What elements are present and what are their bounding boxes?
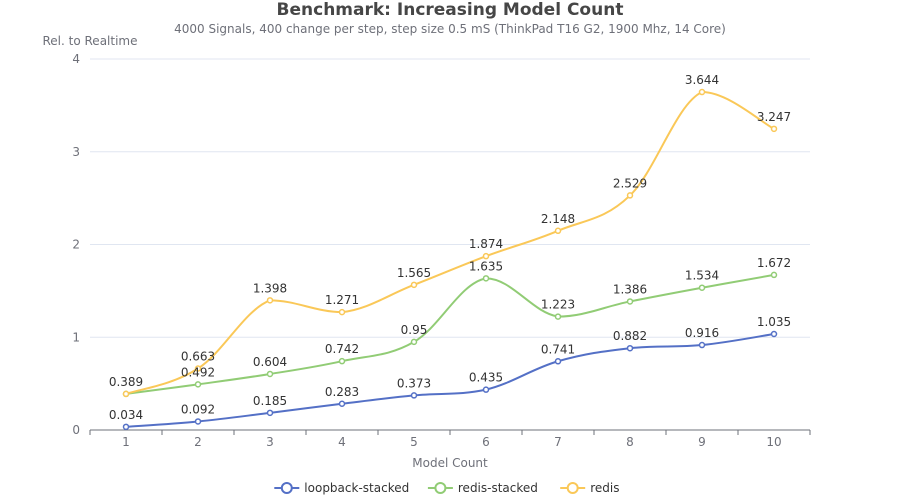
data-label-redis-stacked: 0.492 (181, 365, 215, 379)
legend-item-redis[interactable]: redis (560, 481, 619, 495)
data-label-loopback-stacked: 0.741 (541, 342, 575, 356)
legend-item-redis-stacked[interactable]: redis-stacked (427, 481, 538, 495)
data-label-redis: 3.247 (757, 110, 791, 124)
x-tick-label: 3 (266, 435, 274, 449)
data-point-loopback-stacked (626, 344, 634, 352)
data-point-redis (770, 125, 778, 133)
data-label-redis: 2.148 (541, 212, 575, 226)
axis-layer: 0 1 2 3 4 1 2 3 4 5 6 7 8 9 10 (72, 52, 811, 449)
y-tick-label: 4 (72, 52, 80, 66)
y-tick-label: 0 (72, 423, 80, 437)
data-label-loopback-stacked: 0.034 (109, 408, 143, 422)
data-label-redis: 1.271 (325, 293, 359, 307)
data-label-redis: 0.389 (109, 375, 143, 389)
data-label-redis-stacked: 1.386 (613, 282, 647, 296)
legend-label: redis-stacked (458, 481, 538, 495)
data-point-redis-stacked (770, 271, 778, 279)
data-point-loopback-stacked (698, 341, 706, 349)
x-tick-label: 9 (698, 435, 706, 449)
data-point-loopback-stacked (338, 400, 346, 408)
data-label-redis-stacked: 1.534 (685, 269, 719, 283)
legend-marker (566, 482, 579, 494)
data-point-redis (626, 192, 634, 199)
data-point-redis-stacked (626, 298, 634, 305)
x-tick-label: 7 (554, 435, 562, 449)
data-label-redis: 1.398 (253, 281, 287, 295)
series-line-redis (125, 91, 775, 395)
data-label-loopback-stacked: 0.092 (181, 402, 215, 416)
data-point-redis-stacked (338, 357, 346, 365)
data-label-loopback-stacked: 1.035 (757, 315, 791, 329)
legend-label: redis (590, 481, 619, 495)
data-point-redis (410, 281, 418, 289)
series-layer (122, 88, 778, 431)
data-point-redis (338, 308, 346, 316)
data-label-redis-stacked: 0.742 (325, 342, 359, 356)
data-label-redis-stacked: 1.672 (757, 256, 791, 270)
data-label-redis: 1.874 (469, 237, 503, 251)
data-label-redis: 0.663 (181, 350, 215, 364)
data-label-layer: 0.034 0.092 0.185 0.283 0.373 0.435 0.741 0.882… (109, 73, 791, 422)
y-axis-label: Rel. to Realtime (43, 34, 138, 48)
x-tick-label: 5 (410, 435, 418, 449)
data-point-redis (482, 252, 490, 260)
data-point-redis (122, 390, 130, 398)
data-label-redis: 1.565 (397, 266, 431, 280)
series-line-loopback-stacked (125, 333, 775, 428)
data-label-loopback-stacked: 0.882 (613, 329, 647, 343)
data-point-loopback-stacked (410, 392, 418, 399)
data-label-redis: 2.529 (613, 176, 647, 190)
data-point-redis (698, 88, 706, 96)
x-tick-label: 10 (766, 435, 781, 449)
data-label-loopback-stacked: 0.185 (253, 394, 287, 408)
data-label-loopback-stacked: 0.283 (325, 385, 359, 399)
legend-marker (280, 482, 293, 494)
data-point-redis-stacked (266, 370, 274, 378)
legend-marker (434, 482, 447, 494)
data-label-loopback-stacked: 0.916 (685, 326, 719, 340)
data-label-loopback-stacked: 0.373 (397, 376, 431, 390)
data-label-loopback-stacked: 0.435 (469, 371, 503, 385)
data-label-redis: 3.644 (685, 73, 719, 87)
data-label-redis-stacked: 1.223 (541, 298, 575, 312)
data-point-redis-stacked (554, 313, 562, 320)
x-tick-label: 1 (122, 435, 130, 449)
data-label-redis-stacked: 0.95 (401, 323, 428, 337)
data-point-redis (554, 227, 562, 235)
chart-title: Benchmark: Increasing Model Count (277, 0, 624, 20)
data-point-loopback-stacked (770, 330, 778, 338)
data-point-loopback-stacked (266, 409, 274, 417)
x-tick-label: 2 (194, 435, 202, 449)
y-tick-label: 2 (72, 238, 80, 252)
chart-subtitle: 4000 Signals, 400 change per step, step … (174, 22, 726, 36)
data-point-redis (194, 365, 202, 372)
data-point-loopback-stacked (482, 386, 490, 393)
data-point-redis-stacked (194, 381, 202, 388)
x-tick-label: 6 (482, 435, 490, 449)
data-point-redis-stacked (698, 284, 706, 291)
data-point-loopback-stacked (554, 358, 562, 365)
grid-layer (90, 58, 810, 338)
x-axis-label: Model Count (412, 456, 488, 470)
data-point-redis-stacked (482, 275, 490, 282)
data-label-redis-stacked: 0.604 (253, 355, 287, 369)
legend: loopback-stacked redis-stacked redis (274, 481, 619, 495)
data-point-loopback-stacked (194, 418, 202, 425)
data-point-redis (266, 297, 274, 304)
data-point-loopback-stacked (122, 423, 130, 431)
y-tick-label: 1 (72, 330, 80, 344)
legend-label: loopback-stacked (304, 481, 409, 495)
legend-item-loopback-stacked[interactable]: loopback-stacked (274, 481, 409, 495)
y-tick-label: 3 (72, 145, 80, 159)
data-label-redis-stacked: 1.635 (469, 259, 503, 273)
series-line-redis-stacked (125, 273, 775, 395)
data-point-redis-stacked (410, 338, 418, 346)
x-tick-label: 4 (338, 435, 346, 449)
x-tick-label: 8 (626, 435, 634, 449)
